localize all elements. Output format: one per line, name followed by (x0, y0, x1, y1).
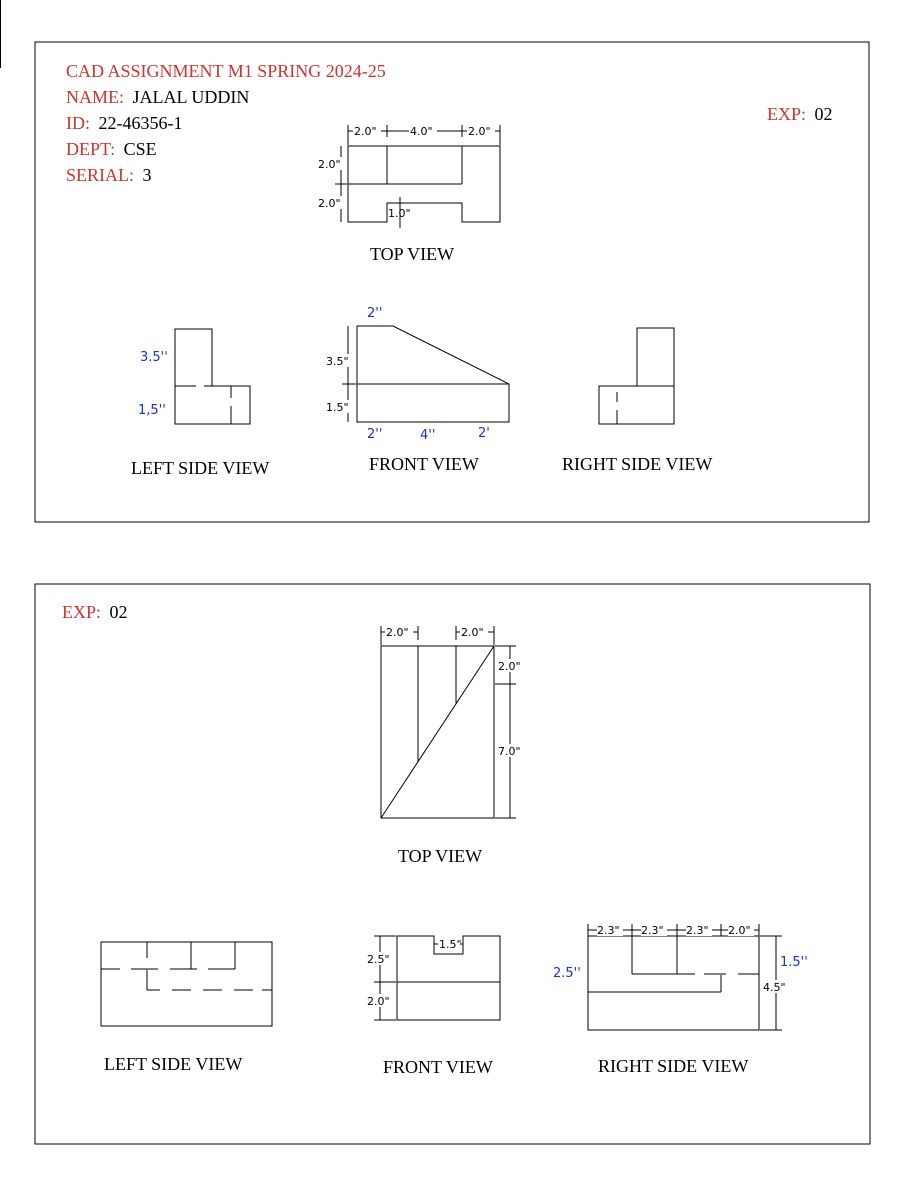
left-view-outline (100, 941, 273, 1027)
dim-label-blue: 2' (478, 426, 490, 441)
sheet2-front-view: 1.5" 2.5" 2.0" FRONT VIEW (366, 935, 501, 1077)
front-view-outline (356, 325, 510, 423)
id-value: 22-46356-1 (99, 113, 183, 133)
sheet1-right-side-view: RIGHT SIDE VIEW (562, 327, 712, 474)
dim-label: 2.0" (468, 125, 491, 138)
sheet-2-border (34, 583, 871, 1145)
dim-label-blue: 2.5'' (553, 966, 581, 981)
top-view-outline (347, 145, 501, 223)
exp-line: EXP: 02 (767, 104, 833, 124)
dim-label: 2.0" (498, 660, 521, 673)
dim-label: 2.0" (354, 125, 377, 138)
dim-label-blue: 3.5'' (140, 350, 168, 365)
front-view-caption: FRONT VIEW (383, 1057, 493, 1077)
name-line: NAME: JALAL UDDIN (66, 87, 249, 107)
id-label: ID: (66, 113, 90, 133)
dim-label: 1.0" (388, 207, 411, 220)
sheet2-right-side-view: 2.3" 2.3" 2.3" 2.0" 4.5" 2.5'' 1.5'' RIG… (553, 924, 808, 1076)
dim-label: 2.3" (686, 924, 709, 937)
title-block: CAD ASSIGNMENT M1 SPRING 2024-25 NAME: J… (66, 61, 833, 185)
dim-label: 2.0" (318, 158, 341, 171)
top-view-outline (380, 645, 495, 819)
diagonal-edge (380, 645, 495, 819)
exp-value: 02 (110, 602, 128, 622)
dim-label: 3.5" (326, 355, 349, 368)
right-view-caption: RIGHT SIDE VIEW (562, 454, 712, 474)
right-view-outline (587, 935, 760, 1031)
exp-label: EXP: (767, 104, 806, 124)
left-view-outline (174, 328, 251, 425)
serial-line: SERIAL: 3 (66, 165, 152, 185)
id-line: ID: 22-46356-1 (66, 113, 183, 133)
sheet1-front-view: 3.5" 1.5" 2'' 2'' 4'' 2' FRONT VIEW (325, 306, 510, 474)
dim-label: 2.3" (641, 924, 664, 937)
dim-label: 2.0" (461, 626, 484, 639)
dim-label-blue: 1.5'' (780, 955, 808, 970)
front-view-outline (396, 935, 501, 1021)
dim-label: 2.0" (386, 626, 409, 639)
front-view-caption: FRONT VIEW (369, 454, 479, 474)
sheet2-top-view: 2.0" 2.0" 2.0" 7.0" TOP VIEW (380, 625, 524, 866)
dim-label: 2.0" (318, 197, 341, 210)
dept-label: DEPT: (66, 139, 115, 159)
top-view-caption: TOP VIEW (398, 846, 482, 866)
dim-label: 1.5" (326, 401, 349, 414)
dim-label: 1.5" (439, 938, 462, 951)
sheet2-exp-line: EXP: 02 (62, 602, 128, 622)
dim-label-blue: 2'' (367, 427, 382, 442)
top-view-caption: TOP VIEW (370, 244, 454, 264)
exp-value: 02 (815, 104, 833, 124)
right-view-outline (598, 327, 675, 425)
sheet1-left-side-view: 3.5'' 1,5'' LEFT SIDE VIEW (131, 328, 269, 478)
dim-label: 2.0" (728, 924, 751, 937)
dept-line: DEPT: CSE (66, 139, 157, 159)
dim-label-blue: 1,5'' (138, 403, 166, 418)
dim-label: 2.0" (367, 995, 390, 1008)
dim-label: 4.5" (763, 981, 786, 994)
dim-label: 4.0" (410, 125, 433, 138)
exp-label: EXP: (62, 602, 101, 622)
dim-label: 2.3" (597, 924, 620, 937)
sheet2-left-side-view: LEFT SIDE VIEW (100, 941, 273, 1074)
name-value: JALAL UDDIN (133, 87, 250, 107)
sheet1-top-view: 2.0" 4.0" 2.0" 2.0" 2.0" 1.0" TOP VIEW (318, 124, 501, 264)
dim-label: 2.5" (367, 953, 390, 966)
dept-value: CSE (124, 139, 157, 159)
name-label: NAME: (66, 87, 124, 107)
dim-label: 7.0" (498, 745, 521, 758)
left-view-caption: LEFT SIDE VIEW (104, 1054, 242, 1074)
dim-label-blue: 4'' (420, 428, 435, 443)
serial-value: 3 (143, 165, 152, 185)
dim-label-blue: 2'' (367, 306, 382, 321)
left-view-caption: LEFT SIDE VIEW (131, 458, 269, 478)
serial-label: SERIAL: (66, 165, 134, 185)
assignment-title: CAD ASSIGNMENT M1 SPRING 2024-25 (66, 61, 386, 81)
right-view-caption: RIGHT SIDE VIEW (598, 1056, 748, 1076)
sheet-1-border (34, 41, 870, 523)
